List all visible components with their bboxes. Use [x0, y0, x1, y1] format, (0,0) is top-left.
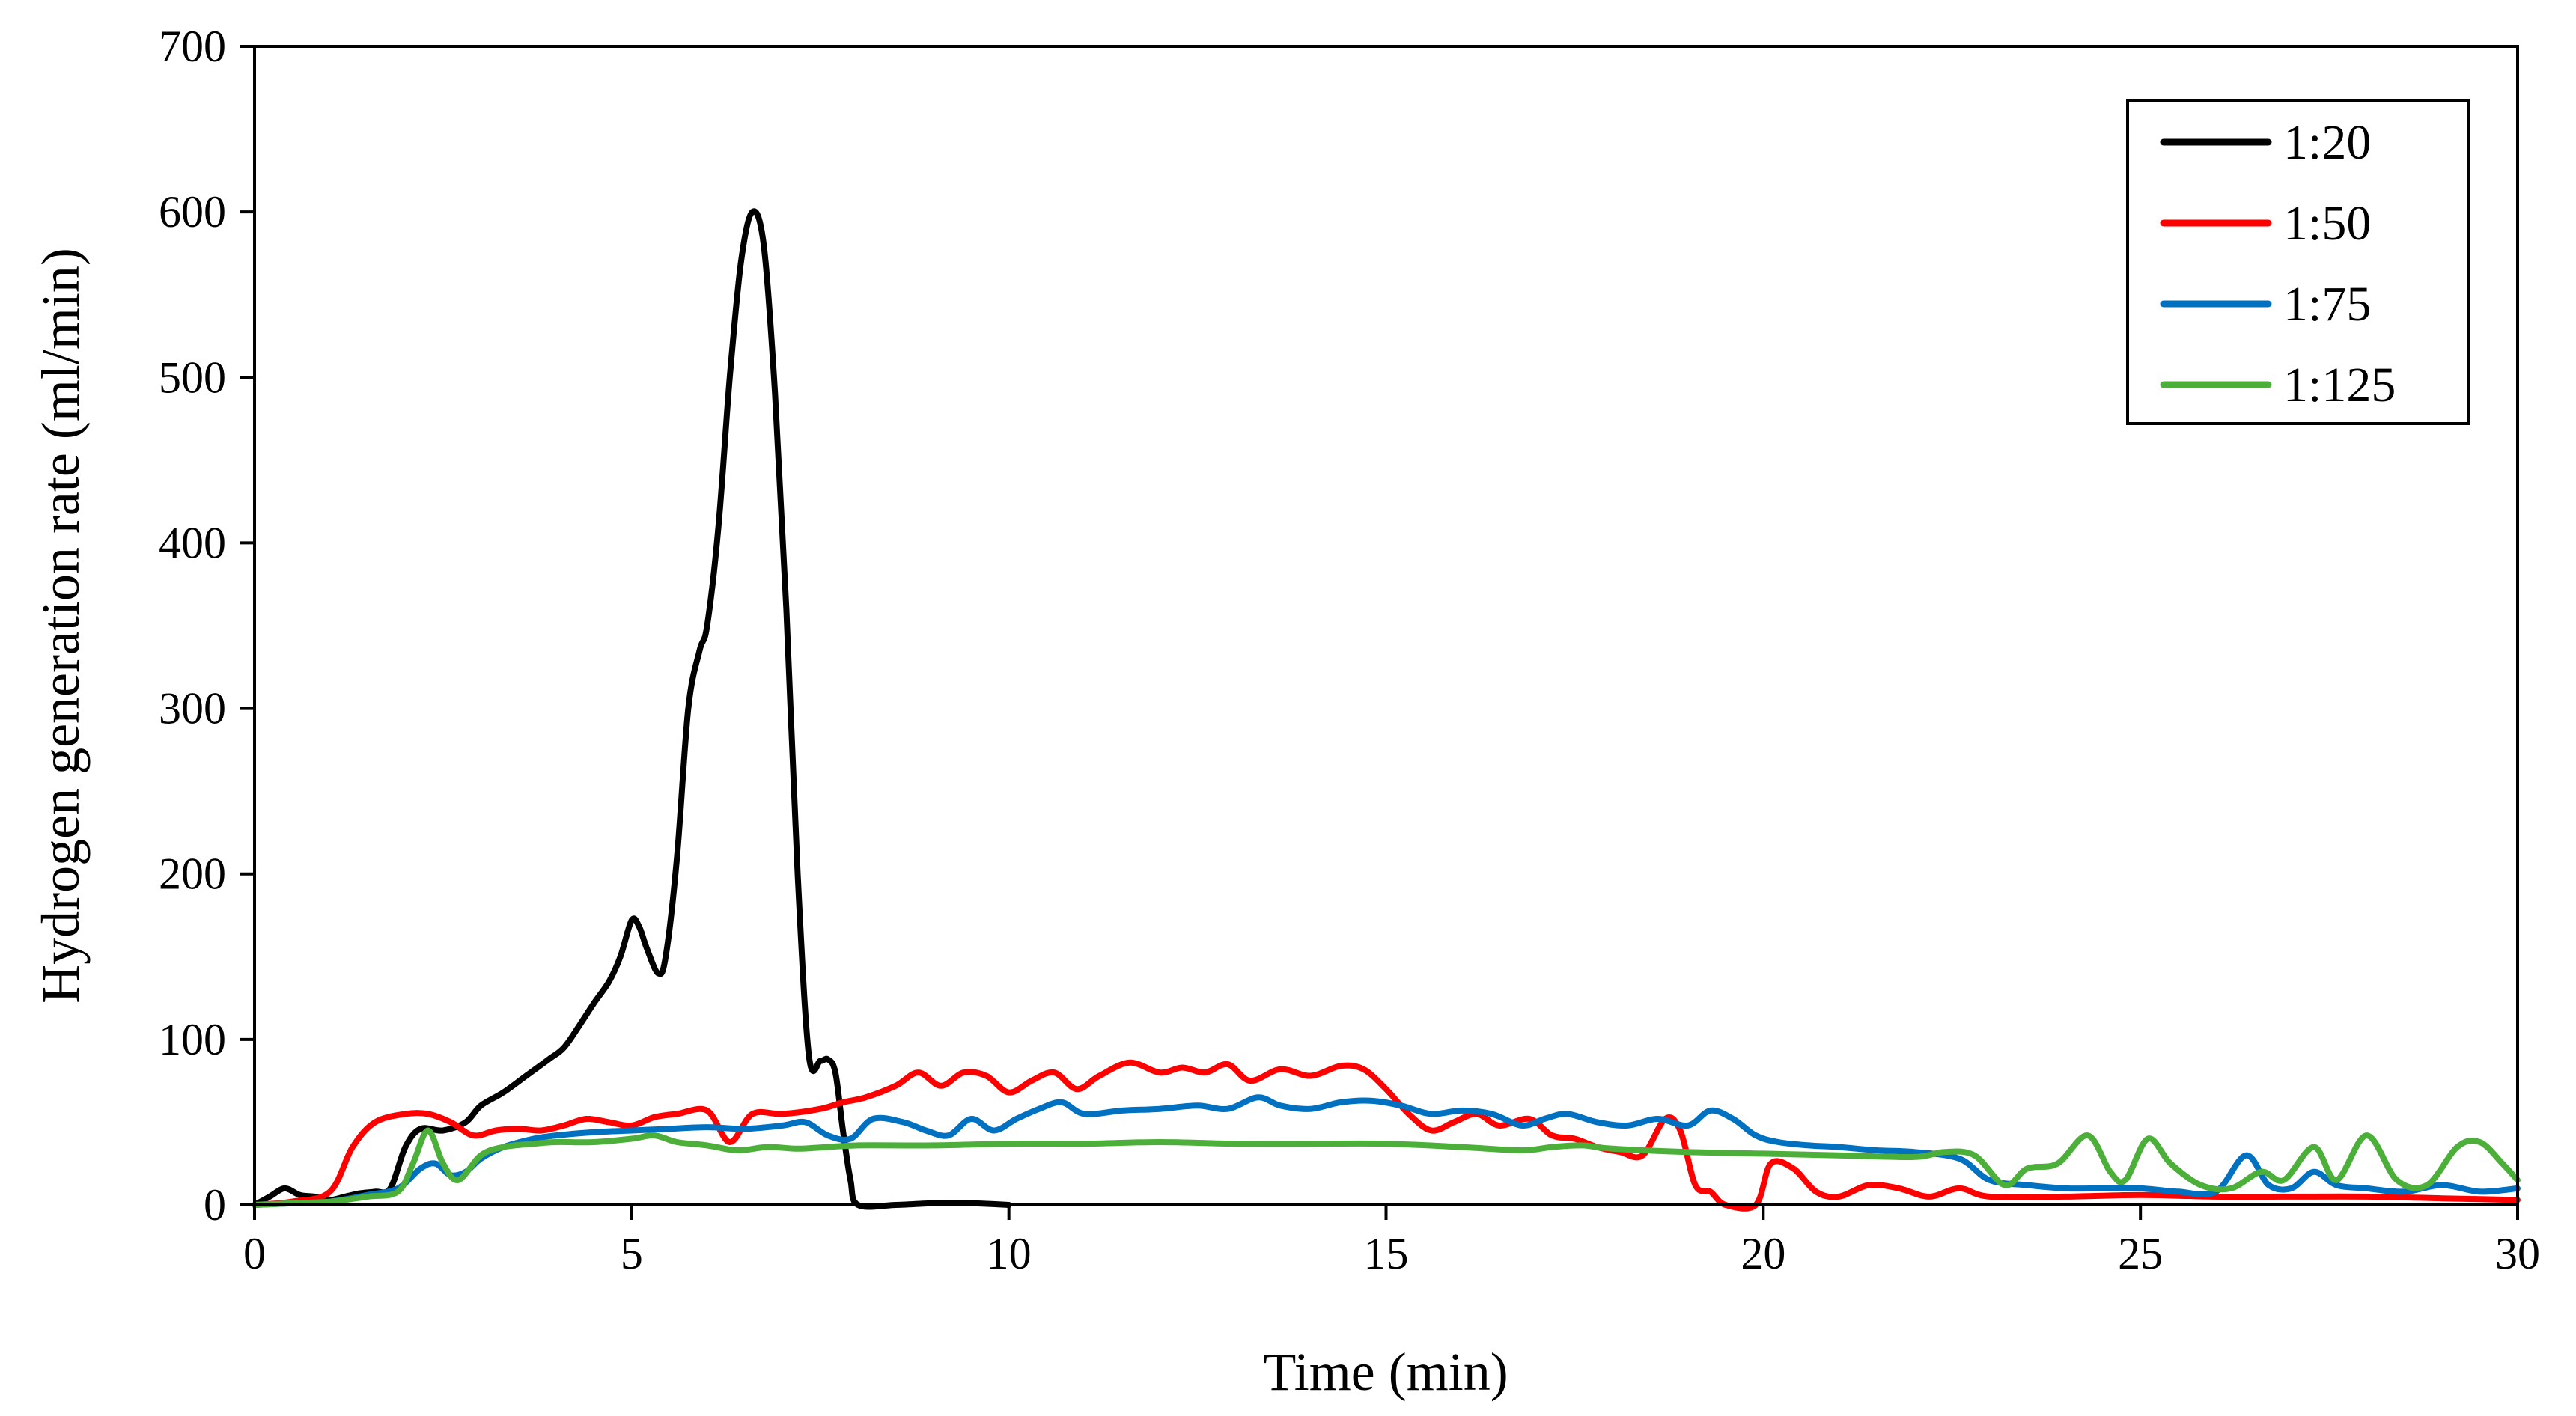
series-line-1-20: [252, 208, 1012, 1210]
legend-box: [2126, 99, 2470, 425]
series-line-1-50: [252, 1059, 2521, 1212]
y-tick-label: 700: [159, 22, 226, 71]
y-tick-label: 0: [204, 1180, 226, 1230]
y-tick-label: 100: [159, 1015, 226, 1064]
x-tick-label: 10: [987, 1229, 1032, 1278]
y-tick-label: 400: [159, 518, 226, 567]
x-tick-label: 5: [621, 1229, 643, 1278]
y-tick-label: 200: [159, 849, 226, 899]
legend-label-1-20: 1:20: [2283, 115, 2371, 170]
series-line-1-125: [252, 1127, 2521, 1208]
x-tick-label: 30: [2495, 1229, 2540, 1278]
series-line-1-75: [252, 1094, 2521, 1208]
x-tick-label: 15: [1364, 1229, 1409, 1278]
y-axis-label: Hydrogen generation rate (ml/min): [31, 248, 91, 1004]
legend-label-1-125: 1:125: [2283, 358, 2396, 412]
y-tick-label: 300: [159, 684, 226, 733]
x-tick-label: 20: [1741, 1229, 1785, 1278]
x-tick-label: 25: [2118, 1229, 2163, 1278]
x-axis-label: Time (min): [1263, 1342, 1508, 1402]
y-tick-label: 600: [159, 187, 226, 236]
y-tick-label: 500: [159, 353, 226, 402]
legend-label-1-75: 1:75: [2283, 277, 2371, 332]
legend-label-1-50: 1:50: [2283, 196, 2371, 251]
series-layer: [252, 208, 2521, 1212]
legend: 1:20 1:50 1:75 1:125: [2126, 99, 2470, 425]
x-tick-label: 0: [243, 1229, 266, 1278]
